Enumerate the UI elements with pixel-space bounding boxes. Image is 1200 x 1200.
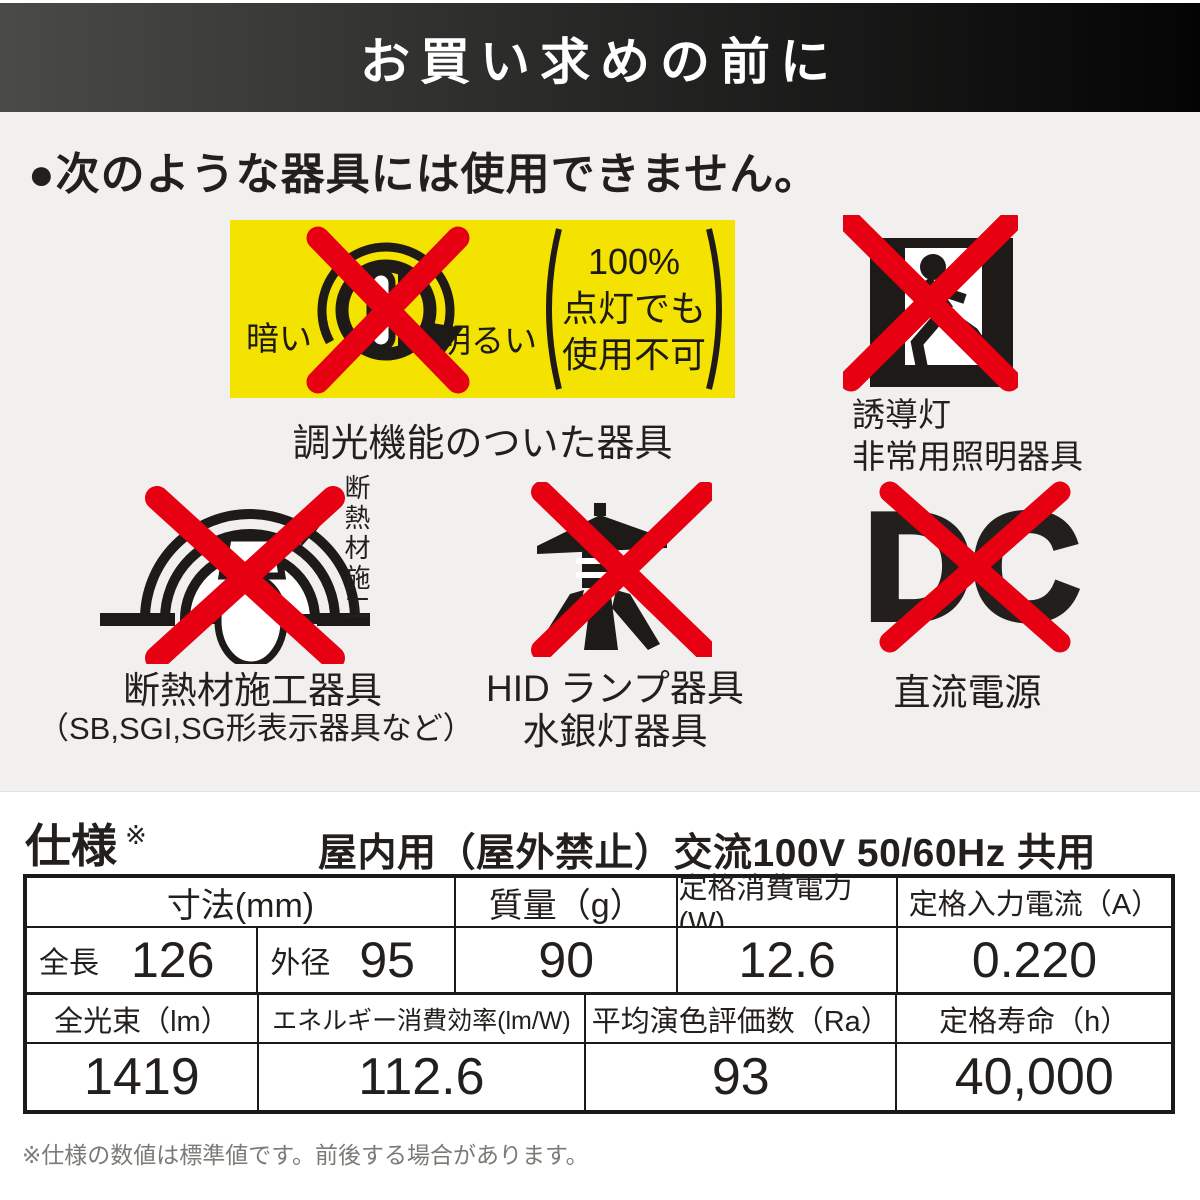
spec-note-mark: ※	[125, 820, 147, 850]
note-line: 使用不可	[562, 334, 707, 376]
hid-caption-line: HID ランプ器具	[486, 668, 744, 709]
spec-table: 寸法(mm) 質量（g） 定格消費電力(W) 定格入力電流（A） 全長 126 …	[23, 873, 1175, 1114]
note-line: 点灯でも	[562, 287, 707, 329]
spec-table-bottom: 全光束（lm） エネルギー消費効率(lm/W) 平均演色評価数（Ra） 定格寿命…	[27, 995, 1171, 1110]
diameter-label: 外径	[270, 947, 331, 980]
paren-left-icon	[546, 228, 562, 390]
dc-caption: 直流電源	[893, 672, 1042, 713]
cri-value-cell: 93	[586, 1044, 896, 1110]
flux-header-cell: 全光束（lm）	[27, 995, 257, 1042]
mass-value-cell: 90	[456, 928, 677, 992]
prohibited-section: ●次のような器具には使用できません。 暗い 明るい	[0, 112, 1200, 792]
efficiency-header-cell: エネルギー消費効率(lm/W)	[258, 995, 585, 1042]
insulation-caption: 断熱材施工器具	[123, 670, 382, 711]
exit-caption: 誘導灯 非常用照明器具	[852, 394, 1083, 478]
spec-subheading: 屋内用（屋外禁止）交流100V 50/60Hz 共用	[318, 832, 1097, 875]
current-value-cell: 0.220	[897, 928, 1171, 992]
power-value-cell: 12.6	[678, 928, 896, 992]
dark-label: 暗い	[246, 320, 312, 357]
insulation-vertical-label: 断熱材施工	[341, 474, 371, 624]
bright-label: 明るい	[438, 322, 537, 359]
power-header-cell: 定格消費電力(W)	[678, 873, 896, 939]
length-cell: 全長 126	[27, 928, 257, 992]
spec-table-top: 寸法(mm) 質量（g） 定格消費電力(W) 定格入力電流（A） 全長 126 …	[27, 873, 1171, 992]
efficiency-value-cell: 112.6	[258, 1044, 585, 1110]
exit-caption-line: 誘導灯	[852, 396, 951, 433]
dc-mark: DC	[848, 470, 1093, 665]
header-bar: お買い求めの前に	[0, 3, 1200, 112]
dimensions-header-cell: 寸法(mm)	[27, 878, 454, 926]
insulation-icon	[100, 486, 370, 664]
flux-value-cell: 1419	[27, 1044, 257, 1110]
red-x-icon	[306, 226, 470, 394]
mass-header-cell: 質量（g）	[456, 878, 677, 926]
length-value: 126	[130, 932, 215, 988]
red-x-icon	[531, 482, 712, 657]
life-value-cell: 40,000	[897, 1044, 1171, 1110]
spec-footnote: ※仕様の数値は標準値です。前後する場合があります。	[22, 1142, 589, 1168]
intro-text: ●次のような器具には使用できません。	[28, 150, 820, 199]
hid-lamp-icon	[531, 482, 712, 657]
length-label: 全長	[39, 947, 99, 980]
red-x-icon	[879, 481, 1071, 653]
dimmer-knob-icon	[306, 226, 470, 394]
current-header-cell: 定格入力電流（A）	[897, 878, 1171, 926]
insulation-subcaption: （SB,SGI,SG形表示器具など）	[38, 711, 474, 746]
cri-header-cell: 平均演色評価数（Ra）	[586, 995, 896, 1042]
spec-heading: 仕様 ※	[25, 820, 147, 872]
dimmer-warning-panel: 暗い 明るい 100% 点灯でも	[230, 220, 735, 398]
hid-caption-line: 水銀灯器具	[522, 711, 708, 752]
page-title: お買い求めの前に	[360, 33, 840, 90]
red-x-icon	[145, 486, 345, 664]
exit-caption-line: 非常用照明器具	[852, 438, 1083, 476]
diameter-cell: 外径 95	[258, 928, 454, 992]
dimmer-caption: 調光機能のついた器具	[292, 423, 673, 465]
exit-sign-icon	[843, 215, 1018, 392]
red-x-icon	[843, 215, 1018, 392]
life-header-cell: 定格寿命（h）	[897, 995, 1171, 1042]
note-line: 100%	[587, 240, 681, 282]
dimmer-note: 100% 点灯でも 使用不可	[536, 226, 732, 392]
paren-right-icon	[706, 228, 722, 390]
diameter-value: 95	[359, 932, 415, 988]
